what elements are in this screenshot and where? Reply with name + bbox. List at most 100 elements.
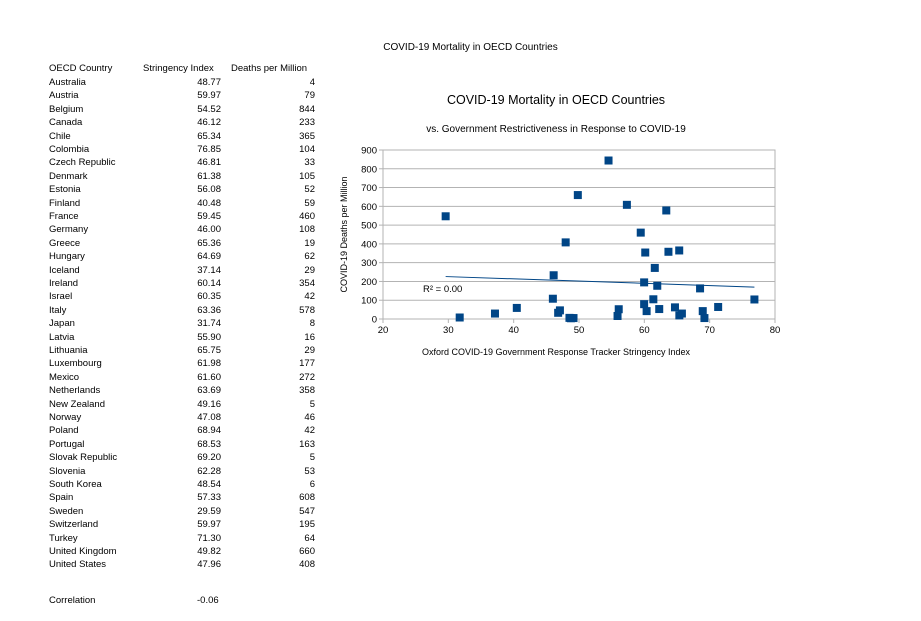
cell-stringency: 61.60 [197,371,221,383]
table-row: Switzerland 59.97 195 [0,519,330,532]
table-row: Australia 48.77 4 [0,77,330,90]
data-point [664,247,673,256]
cell-deaths: 53 [304,465,315,477]
cell-stringency: 68.94 [197,425,221,437]
data-point [662,206,671,215]
table-row: Finland 40.48 59 [0,198,330,211]
data-point [622,200,631,209]
cell-stringency: 49.16 [197,398,221,410]
data-point [649,295,658,304]
cell-deaths: 79 [304,90,315,102]
y-tick-label: 100 [361,296,377,307]
y-tick-label: 900 [361,146,377,157]
cell-deaths: 64 [304,532,315,544]
cell-stringency: 71.30 [197,532,221,544]
cell-country: Norway [49,412,82,423]
cell-deaths: 408 [299,559,315,571]
cell-country: Israel [49,291,73,303]
cell-stringency: 60.35 [197,291,221,303]
data-point [698,307,707,316]
data-point [561,238,570,247]
header-country: OECD Country [49,63,113,74]
cell-country: Netherlands [49,385,101,397]
cell-stringency: 69.20 [197,452,221,464]
cell-stringency: 65.75 [197,345,221,356]
table-row: Greece 65.36 19 [0,238,330,251]
cell-stringency: 60.14 [197,278,221,289]
cell-deaths: 8 [309,318,315,330]
cell-deaths: 42 [304,291,315,303]
cell-country: Hungary [49,251,85,263]
cell-stringency: 57.33 [197,492,221,504]
x-axis-label: Oxford COVID-19 Government Response Trac… [422,347,691,357]
data-point [641,248,650,257]
cell-stringency: 65.34 [197,130,221,142]
page-title: COVID-19 Mortality in OECD Countries [383,42,558,53]
cell-deaths: 578 [299,304,315,316]
cell-stringency: 59.45 [197,211,221,222]
cell-deaths: 59 [304,197,315,209]
data-point [677,309,686,318]
table-row: Spain 57.33 608 [0,492,330,505]
cell-country: Germany [49,224,89,236]
table-row: Estonia 56.08 52 [0,184,330,197]
cell-stringency: 47.08 [197,412,221,423]
cell-country: United Kingdom [49,546,117,557]
cell-deaths: 42 [304,425,315,437]
table-row: Iceland 37.14 29 [0,265,330,278]
cell-country: France [49,211,79,222]
table-row: Slovenia 62.28 53 [0,466,330,479]
x-tick-label: 20 [378,325,389,336]
table-row: Ireland 60.14 354 [0,278,330,291]
table-row: South Korea 48.54 6 [0,479,330,492]
correlation-value: -0.06 [197,595,219,606]
y-tick-label: 700 [361,183,377,194]
cell-stringency: 76.85 [197,144,221,155]
cell-deaths: 195 [299,519,315,531]
correlation-label: Correlation [49,595,96,606]
table-row: Netherlands 63.69 358 [0,385,330,398]
cell-country: Japan [49,318,75,330]
cell-country: Sweden [49,505,84,517]
cell-country: Lithuania [49,345,88,356]
data-point [700,314,709,323]
cell-stringency: 64.69 [197,251,221,263]
table-row: France 59.45 460 [0,211,330,224]
data-point [640,300,649,309]
y-tick-label: 500 [361,221,377,232]
cell-deaths: 358 [299,385,315,397]
cell-deaths: 19 [304,237,315,249]
cell-deaths: 660 [299,546,315,557]
y-tick-label: 200 [361,277,377,288]
cell-stringency: 49.82 [197,546,221,557]
cell-deaths: 16 [304,331,315,343]
cell-country: Colombia [49,144,90,155]
cell-deaths: 33 [304,157,315,169]
data-point [750,295,759,304]
cell-deaths: 547 [299,505,315,517]
cell-stringency: 37.14 [197,264,221,276]
data-point [636,228,645,237]
data-point [613,311,622,320]
y-tick-label: 400 [361,239,377,250]
data-point [569,314,578,323]
chart-title: COVID-19 Mortality in OECD Countries [447,93,665,107]
table-row: Poland 68.94 42 [0,425,330,438]
data-point [441,212,450,221]
cell-stringency: 65.36 [197,237,221,249]
cell-country: Italy [49,304,67,316]
cell-country: Denmark [49,170,88,182]
scatter-chart: COVID-19 Mortality in OECD Countries vs. … [339,93,780,357]
cell-deaths: 6 [309,479,315,490]
cell-country: Switzerland [49,519,99,531]
cell-deaths: 354 [299,278,315,289]
y-tick-label: 300 [361,258,377,269]
table-row: Lithuania 65.75 29 [0,345,330,358]
y-tick-label: 600 [361,202,377,213]
data-point [548,294,557,303]
header-deaths: Deaths per Million [231,63,308,74]
y-tick-label: 0 [372,315,377,326]
r-squared-label: R² = 0.00 [423,284,462,295]
table-row: United States 47.96 408 [0,559,330,572]
table-row: Austria 59.97 79 [0,90,330,103]
